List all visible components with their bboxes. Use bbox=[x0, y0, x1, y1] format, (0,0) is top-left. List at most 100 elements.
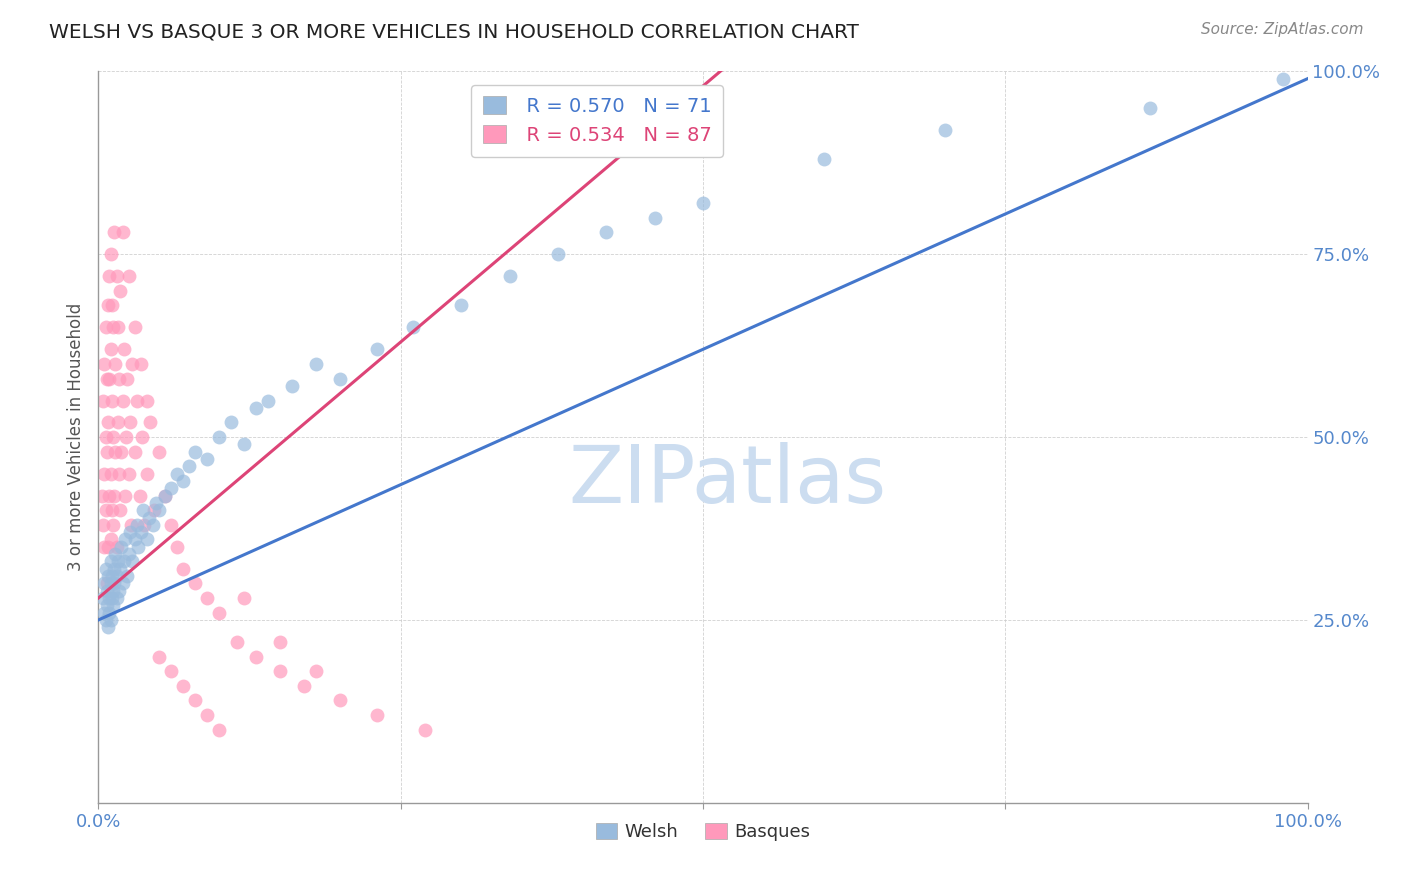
Text: WELSH VS BASQUE 3 OR MORE VEHICLES IN HOUSEHOLD CORRELATION CHART: WELSH VS BASQUE 3 OR MORE VEHICLES IN HO… bbox=[49, 22, 859, 41]
Point bbox=[1272, 71, 1295, 86]
Point bbox=[329, 371, 352, 385]
Point bbox=[179, 459, 201, 474]
Point bbox=[232, 437, 254, 451]
Point bbox=[96, 444, 118, 458]
Point bbox=[104, 444, 127, 458]
Point bbox=[103, 225, 125, 239]
Point bbox=[97, 416, 120, 430]
Point bbox=[100, 467, 122, 481]
Point bbox=[128, 489, 150, 503]
Point bbox=[108, 562, 131, 576]
Point bbox=[105, 540, 128, 554]
Point bbox=[117, 569, 139, 583]
Point bbox=[153, 489, 176, 503]
Point bbox=[100, 533, 122, 547]
Point bbox=[104, 547, 127, 561]
Point bbox=[111, 393, 134, 408]
Point bbox=[1139, 101, 1161, 115]
Point bbox=[101, 517, 124, 532]
Point bbox=[166, 540, 188, 554]
Point bbox=[96, 599, 118, 613]
Point bbox=[118, 269, 141, 284]
Point bbox=[139, 416, 162, 430]
Point bbox=[100, 343, 122, 357]
Text: ZIPatlas: ZIPatlas bbox=[568, 442, 886, 520]
Point bbox=[100, 613, 122, 627]
Point bbox=[101, 430, 124, 444]
Point bbox=[172, 679, 194, 693]
Point bbox=[94, 562, 117, 576]
Point bbox=[172, 474, 194, 488]
Point bbox=[135, 467, 157, 481]
Point bbox=[97, 620, 120, 634]
Point bbox=[134, 517, 156, 532]
Point bbox=[172, 562, 194, 576]
Point bbox=[121, 554, 143, 568]
Point bbox=[498, 269, 520, 284]
Point bbox=[184, 693, 207, 707]
Point bbox=[91, 393, 114, 408]
Point bbox=[96, 576, 118, 591]
Point bbox=[98, 591, 121, 605]
Point bbox=[292, 679, 315, 693]
Point bbox=[813, 152, 835, 166]
Point bbox=[195, 452, 218, 467]
Point bbox=[132, 503, 155, 517]
Point bbox=[120, 517, 142, 532]
Point bbox=[208, 430, 231, 444]
Point bbox=[97, 540, 120, 554]
Point bbox=[98, 269, 121, 284]
Point bbox=[127, 540, 149, 554]
Point bbox=[184, 444, 207, 458]
Point bbox=[118, 416, 141, 430]
Point bbox=[644, 211, 666, 225]
Point bbox=[91, 489, 114, 503]
Point bbox=[256, 393, 278, 408]
Point bbox=[118, 467, 141, 481]
Point bbox=[103, 576, 125, 591]
Point bbox=[124, 320, 146, 334]
Point bbox=[91, 517, 114, 532]
Point bbox=[98, 489, 121, 503]
Point bbox=[413, 723, 436, 737]
Point bbox=[269, 635, 291, 649]
Point bbox=[100, 591, 122, 605]
Point bbox=[124, 444, 146, 458]
Point bbox=[105, 591, 128, 605]
Point bbox=[94, 503, 117, 517]
Point bbox=[269, 664, 291, 678]
Point bbox=[108, 467, 131, 481]
Point bbox=[97, 569, 120, 583]
Point bbox=[131, 430, 153, 444]
Point bbox=[127, 393, 149, 408]
Point bbox=[112, 343, 135, 357]
Point bbox=[208, 606, 231, 620]
Point bbox=[94, 430, 117, 444]
Point bbox=[142, 517, 165, 532]
Point bbox=[115, 430, 138, 444]
Point bbox=[117, 371, 139, 385]
Point bbox=[143, 503, 166, 517]
Point bbox=[103, 562, 125, 576]
Point bbox=[105, 269, 128, 284]
Point bbox=[107, 320, 129, 334]
Point bbox=[94, 320, 117, 334]
Point bbox=[108, 583, 131, 598]
Point bbox=[111, 225, 134, 239]
Point bbox=[93, 606, 115, 620]
Point bbox=[129, 357, 152, 371]
Point bbox=[108, 503, 131, 517]
Point bbox=[135, 533, 157, 547]
Point bbox=[108, 284, 131, 298]
Point bbox=[111, 576, 134, 591]
Point bbox=[93, 540, 115, 554]
Point bbox=[245, 401, 267, 415]
Point bbox=[148, 444, 170, 458]
Point bbox=[98, 371, 121, 385]
Point bbox=[100, 569, 122, 583]
Point bbox=[91, 591, 114, 605]
Legend: Welsh, Basques: Welsh, Basques bbox=[589, 816, 817, 848]
Point bbox=[101, 599, 124, 613]
Point bbox=[118, 547, 141, 561]
Point bbox=[221, 416, 243, 430]
